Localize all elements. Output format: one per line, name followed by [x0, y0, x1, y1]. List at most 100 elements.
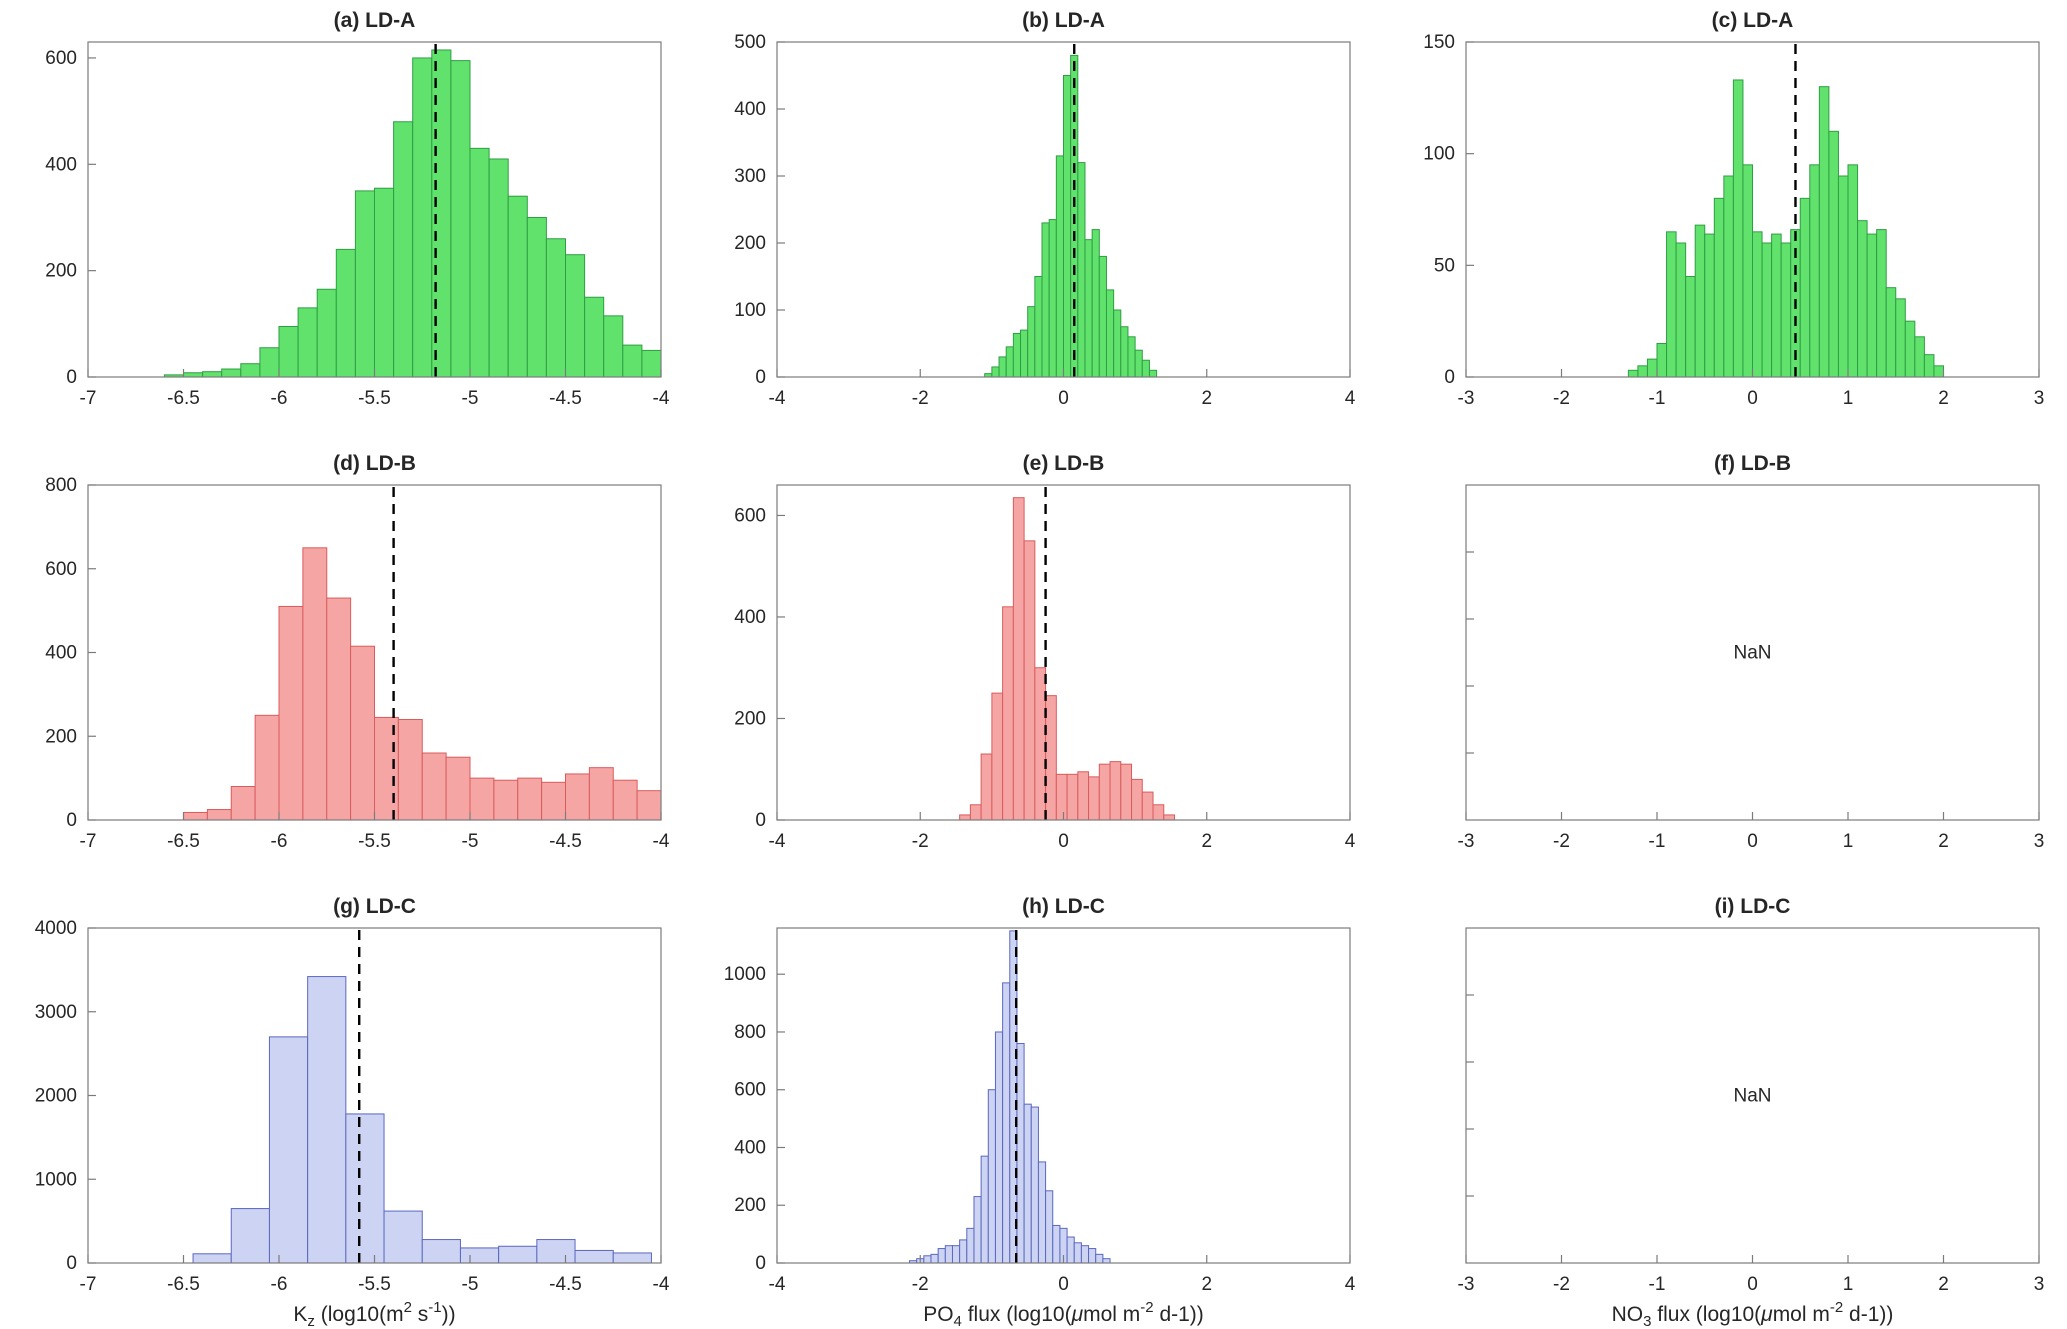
histogram-bar: [1077, 771, 1090, 821]
x-tick-label: -5: [462, 388, 479, 409]
x-tick-label: 2: [1938, 1274, 1949, 1295]
histogram-bar: [1637, 365, 1648, 378]
histogram-bar: [1005, 346, 1014, 378]
x-tick-label: -2: [1553, 388, 1570, 409]
x-tick-label: -2: [912, 1274, 929, 1295]
histogram-bar: [192, 1253, 232, 1264]
panel-h: -4 -2 0 2 4 0 200 400 600 800 1000 (h) LD-C PO4 flux…: [689, 886, 1378, 1329]
y-tick-label: 0: [755, 1253, 766, 1274]
histogram-bar: [1088, 1248, 1097, 1264]
histogram-bar: [1771, 233, 1782, 378]
histogram-bar: [1141, 791, 1154, 821]
histogram-bar: [469, 147, 490, 378]
histogram-bar: [1041, 222, 1050, 378]
x-tick-label: 4: [1345, 831, 1356, 852]
axes-box: [776, 484, 1351, 821]
axes-box: [776, 927, 1351, 1264]
histogram-bar: [254, 714, 280, 821]
histogram-bar: [307, 976, 347, 1264]
y-tick-label: 200: [734, 233, 766, 254]
panel-title: (h) LD-C: [1022, 895, 1105, 918]
x-tick-label: -6: [271, 1274, 288, 1295]
x-tick-label: -3: [1458, 1274, 1475, 1295]
histogram-bar: [991, 692, 1004, 821]
histogram-bar: [412, 57, 433, 378]
x-tick-label: -6: [271, 388, 288, 409]
y-tick-label: 400: [734, 607, 766, 628]
x-tick-label: 1: [1843, 1274, 1854, 1295]
histogram-bar: [1045, 695, 1057, 821]
histogram-bar: [1780, 242, 1792, 378]
y-tick-label: 400: [734, 99, 766, 120]
histogram-bar: [1847, 164, 1859, 378]
histogram-bar: [1675, 242, 1687, 378]
histogram-bar: [383, 1210, 423, 1264]
histogram-bar: [1113, 309, 1122, 378]
histogram-bar: [1027, 306, 1036, 378]
histogram-bar: [1828, 130, 1839, 378]
histogram-bar: [1073, 1242, 1082, 1264]
histogram-bar: [240, 363, 261, 378]
histogram-bar: [1646, 358, 1658, 378]
histogram-bar: [1066, 1236, 1075, 1264]
panel-b: -4 -2 0 2 4 0 100 200 300 400 500 (b) LD-A: [689, 0, 1378, 443]
panel-g: -7 -6.5 -6 -5.5 -5 -4.5 -4 0 1000 2000 3000 4000 (g)…: [0, 886, 689, 1329]
x-tick-label: -4.5: [549, 831, 582, 852]
histogram-bar: [951, 1245, 961, 1264]
histogram-bar: [221, 368, 242, 378]
x-tick-label: 3: [2034, 388, 2045, 409]
x-tick-label: 0: [1058, 388, 1069, 409]
histogram-bar: [1055, 155, 1064, 378]
histogram-bar: [1012, 332, 1022, 378]
histogram-bar: [1752, 231, 1763, 378]
panel-d-svg: -7 -6.5 -6 -5.5 -5 -4.5 -4 0 200 400 600 800 (d) LD-…: [45, 452, 670, 852]
histogram-bar: [335, 248, 356, 378]
y-tick-label: 0: [66, 1253, 77, 1274]
histogram-bar: [517, 777, 543, 821]
panel-a-svg: -7 -6.5 -6 -5.5 -5 -4.5 -4 0 200 400 600 (a) LD-A: [45, 9, 670, 409]
x-tick-label: -4: [653, 388, 670, 409]
x-tick-label: -4: [769, 831, 786, 852]
histogram-bar: [574, 1249, 614, 1264]
histogram-bar: [1105, 289, 1115, 378]
panel-title: (i) LD-C: [1715, 895, 1791, 918]
x-tick-label: -6.5: [167, 388, 200, 409]
histogram-bar: [450, 60, 471, 378]
x-tick-label: -4: [769, 388, 786, 409]
histogram-bar: [445, 756, 471, 821]
y-tick-label: 4000: [35, 918, 77, 939]
histogram-bar: [259, 347, 280, 378]
x-tick-label: 1: [1843, 388, 1854, 409]
histogram-bar: [622, 344, 643, 378]
histogram-bar: [612, 1252, 652, 1264]
histogram-bar: [584, 296, 605, 378]
y-tick-label: 0: [66, 810, 77, 831]
x-tick-label: -2: [1553, 831, 1570, 852]
histogram-bar: [612, 779, 638, 821]
histogram-bar: [1020, 329, 1029, 378]
x-tick-label: 0: [1747, 831, 1758, 852]
x-tick-label: -4.5: [549, 388, 582, 409]
histogram-bar: [641, 349, 662, 378]
histogram-bar: [1120, 763, 1133, 821]
nan-label: NaN: [1733, 1086, 1771, 1107]
panel-title: (e) LD-B: [1023, 452, 1105, 475]
panel-b-svg: -4 -2 0 2 4 0 100 200 300 400 500 (b) LD-A: [734, 9, 1356, 409]
histogram-bar: [1034, 276, 1043, 378]
histogram-bar: [1095, 1253, 1104, 1264]
histogram-bar: [345, 1113, 385, 1264]
panel-f: -3 -2 -1 0 1 2 3 (f) LD-B NaN: [1378, 443, 2067, 886]
y-tick-label: 0: [66, 367, 77, 388]
panel-e-svg: -4 -2 0 2 4 0 200 400 600 (e) LD-B: [734, 452, 1356, 852]
histogram-bar: [1809, 164, 1820, 378]
x-tick-label: -3: [1458, 388, 1475, 409]
histogram-bar: [421, 752, 447, 821]
histogram-bar: [1742, 164, 1754, 378]
x-tick-label: 4: [1345, 388, 1356, 409]
histogram-bar: [944, 1245, 953, 1264]
y-tick-label: 800: [45, 475, 77, 496]
histogram-bar: [1109, 761, 1122, 821]
y-tick-label: 100: [734, 300, 766, 321]
histogram-bar: [1063, 75, 1072, 378]
